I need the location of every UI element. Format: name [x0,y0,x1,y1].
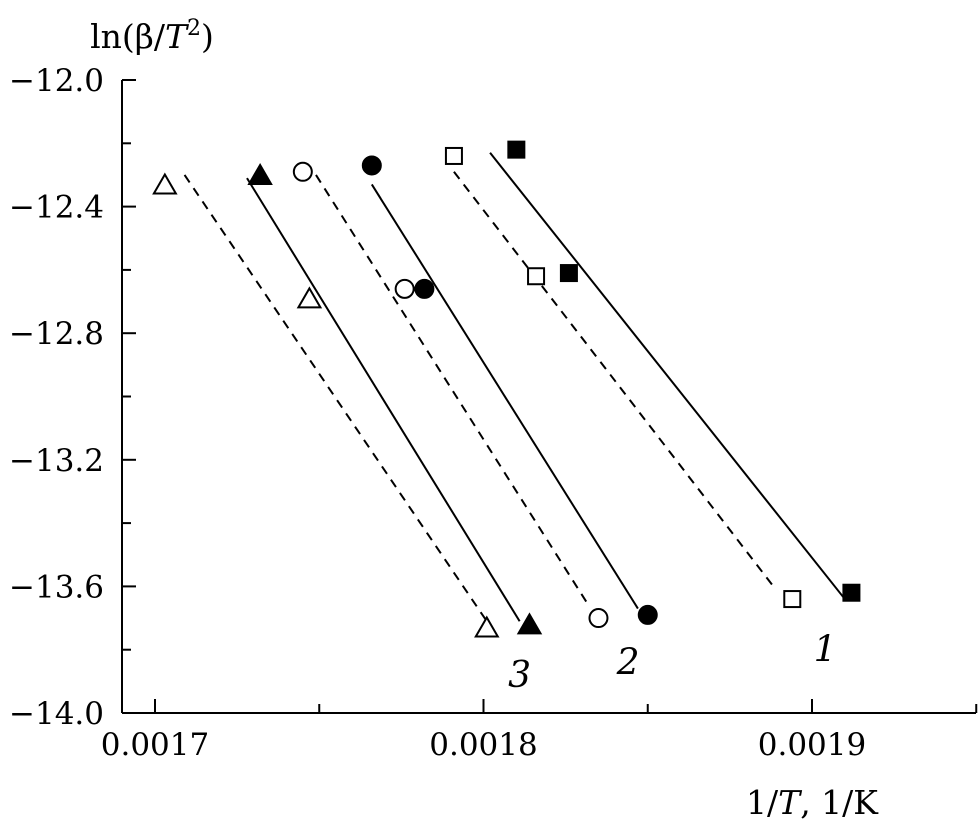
y-tick-label: −14.0 [9,696,104,732]
data-point-open-circle [588,608,609,629]
ticks: 0.0017 0.0018 0.0019 −12.0 −12.4 −12.8 −13.2 −1… [9,63,978,763]
data-point-open-circle [292,161,313,182]
data-point-filled-square [842,583,861,602]
y-tick-label: −12.0 [9,63,104,99]
fit-line-solid [246,177,521,622]
data-point-open-triangle [296,286,323,309]
plot-axes [121,80,976,714]
fit-line-solid [489,152,846,600]
y-tick-label: −12.4 [9,190,104,226]
data-point-open-triangle [152,172,178,195]
fit-line-dashed [453,171,777,591]
curve-labels: 1 2 3 [508,630,836,696]
data-point-open-square [444,146,463,165]
data-point-open-circle [394,278,415,299]
data-point-filled-triangle [247,162,273,185]
data-point-open-square [527,267,546,286]
y-tick-label: −13.6 [9,569,104,605]
fit-line-dashed [183,174,488,622]
data-point-open-triangle [474,615,500,638]
data-point-filled-circle [637,604,658,625]
x-tick-label: 0.0019 [758,727,866,763]
data-point-filled-square [559,264,578,283]
fit-line-solid [370,183,639,610]
data-point-filled-square [507,140,526,159]
fit-line-dashed [315,174,590,606]
data-markers [152,140,861,638]
data-point-open-square [783,590,802,609]
curve-label: 2 [616,642,640,683]
y-axis-title: ln(β/T2) [90,16,214,56]
y-tick-label: −13.2 [9,443,104,479]
x-tick-label: 0.0017 [101,727,209,763]
y-tick-label: −12.8 [9,316,104,352]
x-tick-label: 0.0018 [429,727,537,763]
data-point-filled-circle [414,278,435,299]
data-point-filled-triangle [516,612,543,635]
curve-label: 1 [814,630,837,671]
x-axis-title: 1/T, 1/K [746,783,879,822]
curve-label: 3 [508,655,531,696]
data-point-filled-circle [361,155,382,176]
fit-lines [183,152,846,622]
